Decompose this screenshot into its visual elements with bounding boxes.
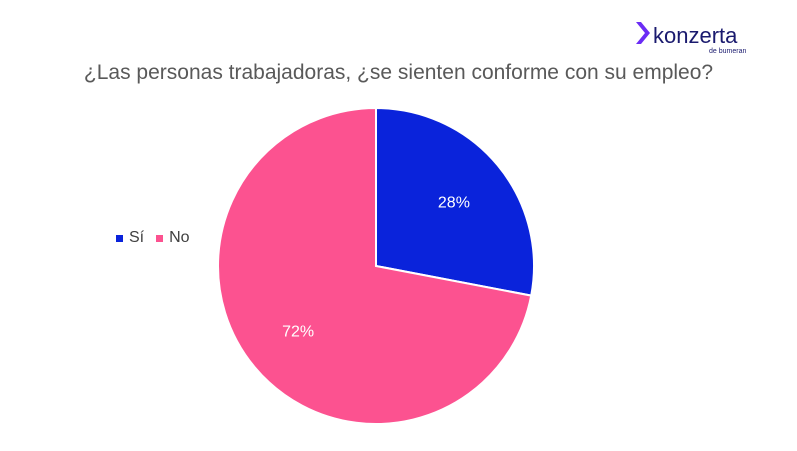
legend-item-si: Sí — [116, 229, 144, 247]
chart-title: ¿Las personas trabajadoras, ¿se sienten … — [83, 61, 714, 84]
logo-tagline: de bumeran — [709, 48, 746, 55]
konzerta-logo: konzerta de bumeran — [632, 16, 762, 58]
data-label-no: 72% — [282, 323, 314, 340]
pie-slice-no — [217, 106, 533, 425]
legend-item-no: No — [156, 229, 190, 247]
legend-label-no: No — [169, 229, 190, 246]
data-label-si: 28% — [438, 195, 470, 212]
pie-slice-si — [375, 106, 535, 297]
chart-legend: Sí No — [116, 229, 202, 247]
legend-label-si: Sí — [129, 229, 145, 246]
logo-chevron-icon — [636, 22, 650, 44]
logo-wordmark: konzerta — [653, 23, 738, 48]
legend-swatch-no — [156, 234, 164, 242]
legend-swatch-si — [116, 234, 123, 242]
